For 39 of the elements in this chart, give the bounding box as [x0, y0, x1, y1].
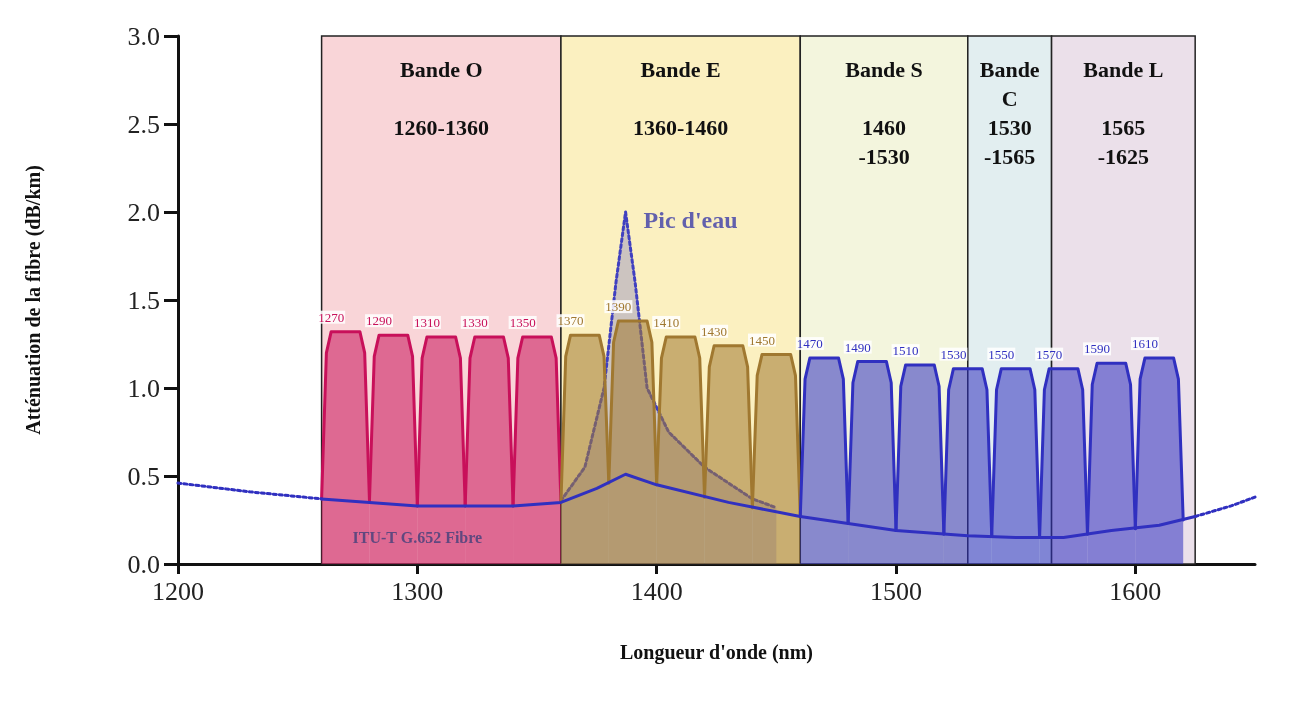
- y-tick-label: 1.5: [127, 285, 160, 315]
- series-label: 1590: [1084, 341, 1111, 357]
- y-tick-label: 2.5: [127, 109, 160, 139]
- text: Bande L 1565 -1625: [1083, 57, 1164, 170]
- y-tick-label: 0.5: [127, 461, 160, 491]
- series-label: 1570: [1036, 346, 1063, 362]
- x-tick-label: 1200: [152, 576, 204, 606]
- series-label: 1370: [557, 313, 584, 329]
- series-label: 1350: [509, 314, 536, 330]
- series-label: 1470: [796, 336, 823, 352]
- annotation: Pic d'eau: [643, 207, 738, 233]
- series-label: 1270: [318, 309, 345, 325]
- series-label: 1310: [413, 314, 440, 330]
- x-tick-label: 1500: [870, 576, 922, 606]
- series-label: 1610: [1131, 336, 1158, 352]
- series-label: 1290: [366, 313, 393, 329]
- series-label: 1510: [892, 343, 919, 359]
- x-tick-label: 1300: [391, 576, 444, 606]
- x-tick-label: 1400: [630, 576, 683, 606]
- series-label: 1550: [988, 346, 1015, 362]
- text: Bande E 1360-1460: [632, 57, 729, 141]
- series-label: 1490: [844, 339, 871, 355]
- text: Bande S 1460 -1530: [845, 57, 923, 170]
- series-label: 1410: [653, 314, 680, 330]
- y-tick-label: 3.0: [127, 21, 160, 51]
- annotation: ITU-T G.652 Fibre: [352, 529, 483, 547]
- y-tick-label: 2.0: [127, 197, 160, 227]
- series-label: 1430: [701, 323, 728, 339]
- series-label: 1330: [461, 314, 488, 330]
- y-axis-title: Atténuation de la fibre (dB/km): [22, 165, 45, 435]
- y-tick-label: 0.0: [127, 549, 160, 579]
- x-axis-title: Longueur d'onde (nm): [619, 641, 814, 664]
- y-tick-label: 1.0: [127, 373, 160, 403]
- x-tick-label: 1600: [1109, 576, 1162, 606]
- text: Bande O 1260-1360: [393, 57, 489, 141]
- band-label: Bande C 1530 -1565: [979, 57, 1040, 170]
- series-label: 1530: [940, 346, 967, 362]
- series-label: 1390: [605, 299, 632, 315]
- series-label: 1450: [748, 332, 775, 348]
